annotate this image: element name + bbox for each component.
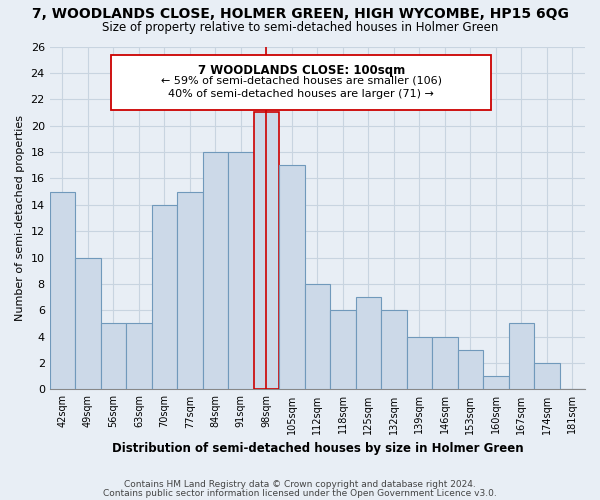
Bar: [330, 310, 356, 390]
Text: Size of property relative to semi-detached houses in Holmer Green: Size of property relative to semi-detach…: [102, 21, 498, 34]
Bar: [305, 284, 330, 390]
Text: 7, WOODLANDS CLOSE, HOLMER GREEN, HIGH WYCOMBE, HP15 6QG: 7, WOODLANDS CLOSE, HOLMER GREEN, HIGH W…: [32, 8, 568, 22]
Text: 40% of semi-detached houses are larger (71) →: 40% of semi-detached houses are larger (…: [169, 90, 434, 100]
Text: ← 59% of semi-detached houses are smaller (106): ← 59% of semi-detached houses are smalle…: [161, 76, 442, 86]
Bar: [534, 363, 560, 390]
Bar: [381, 310, 407, 390]
Bar: [152, 205, 177, 390]
Text: Contains HM Land Registry data © Crown copyright and database right 2024.: Contains HM Land Registry data © Crown c…: [124, 480, 476, 489]
Bar: [458, 350, 483, 390]
Bar: [356, 297, 381, 390]
Text: Contains public sector information licensed under the Open Government Licence v3: Contains public sector information licen…: [103, 488, 497, 498]
Y-axis label: Number of semi-detached properties: Number of semi-detached properties: [15, 115, 25, 321]
Bar: [254, 112, 279, 390]
Bar: [203, 152, 228, 390]
Bar: [126, 324, 152, 390]
Bar: [228, 152, 254, 390]
Bar: [279, 165, 305, 390]
Bar: [101, 324, 126, 390]
Bar: [432, 336, 458, 390]
Bar: [50, 192, 75, 390]
Bar: [483, 376, 509, 390]
FancyBboxPatch shape: [111, 55, 491, 110]
Bar: [75, 258, 101, 390]
Bar: [509, 324, 534, 390]
Bar: [407, 336, 432, 390]
Bar: [177, 192, 203, 390]
Text: 7 WOODLANDS CLOSE: 100sqm: 7 WOODLANDS CLOSE: 100sqm: [197, 64, 405, 76]
X-axis label: Distribution of semi-detached houses by size in Holmer Green: Distribution of semi-detached houses by …: [112, 442, 523, 455]
